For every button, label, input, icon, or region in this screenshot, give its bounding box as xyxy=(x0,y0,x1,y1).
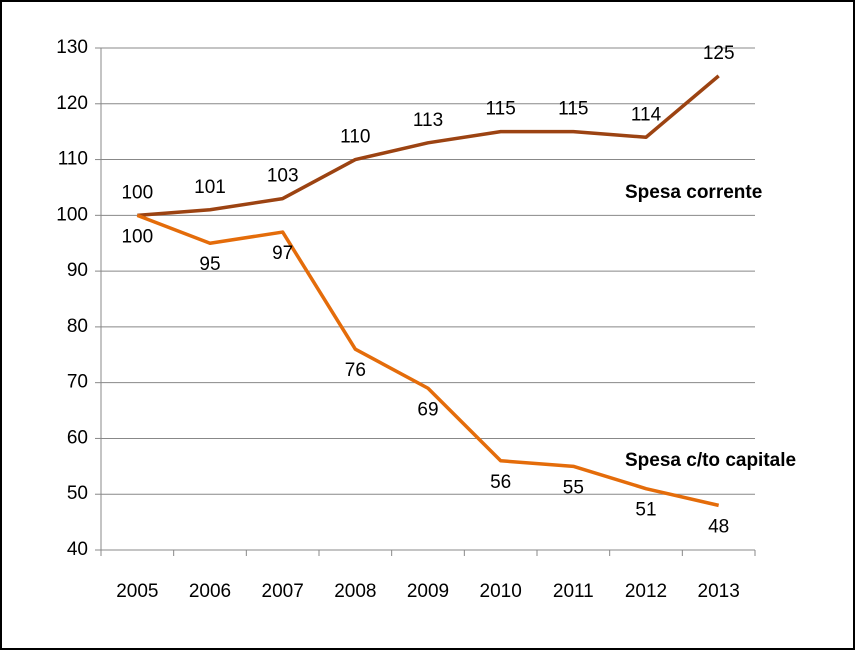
x-tick-label: 2008 xyxy=(334,581,376,602)
data-label: 95 xyxy=(199,254,220,275)
data-label: 103 xyxy=(267,166,299,187)
data-label: 48 xyxy=(708,516,729,537)
data-label: 51 xyxy=(635,500,656,521)
y-tick-label: 130 xyxy=(56,37,88,58)
y-tick-label: 80 xyxy=(67,316,88,337)
y-tick-label: 90 xyxy=(67,260,88,281)
x-tick-label: 2011 xyxy=(553,581,594,602)
data-label: 113 xyxy=(413,110,443,131)
y-tick-label: 70 xyxy=(67,372,88,393)
data-label: 55 xyxy=(563,477,584,498)
data-label: 110 xyxy=(340,127,370,148)
y-tick-label: 40 xyxy=(67,539,88,560)
series-line xyxy=(136,213,720,508)
data-label: 125 xyxy=(703,43,735,64)
x-tick-label: 2010 xyxy=(480,581,522,602)
x-tick-label: 2013 xyxy=(698,581,740,602)
data-label: 101 xyxy=(194,177,226,198)
x-tick-label: 2009 xyxy=(407,581,449,602)
x-tick-label: 2007 xyxy=(262,581,304,602)
y-tick-label: 120 xyxy=(56,93,88,114)
data-label: 56 xyxy=(490,472,511,493)
x-tick-label: 2012 xyxy=(625,581,667,602)
data-label: 69 xyxy=(417,399,438,420)
series-name: Spesa c/to capitale xyxy=(625,450,796,471)
data-label: 115 xyxy=(558,99,588,120)
y-tick-label: 110 xyxy=(58,149,88,170)
x-tick-label: 2005 xyxy=(116,581,158,602)
data-label: 97 xyxy=(272,243,293,264)
y-tick-label: 60 xyxy=(67,427,88,448)
x-tick-label: 2006 xyxy=(189,581,231,602)
data-label: 100 xyxy=(121,182,153,203)
data-label: 76 xyxy=(345,360,366,381)
series-name: Spesa corrente xyxy=(625,182,762,203)
data-label: 100 xyxy=(121,226,153,247)
y-tick-label: 100 xyxy=(56,204,88,225)
data-label: 114 xyxy=(631,104,662,125)
series-line xyxy=(137,74,720,218)
y-tick-label: 50 xyxy=(67,483,88,504)
data-label: 115 xyxy=(486,99,516,120)
